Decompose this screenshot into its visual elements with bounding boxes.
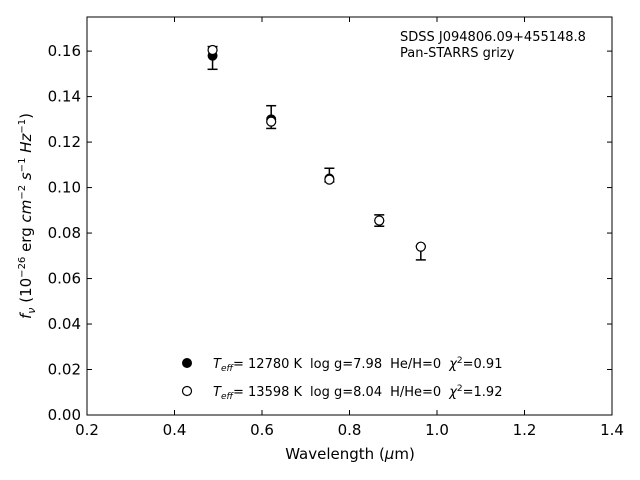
x-axis-title: Wavelength (μm) bbox=[285, 445, 415, 463]
h-model-point bbox=[374, 215, 385, 226]
y-tick-label: 0.12 bbox=[48, 133, 81, 151]
y-axis-title: fν (10−26 erg cm−2 s−1 Hz−1) bbox=[17, 113, 38, 319]
y-tick-label: 0.16 bbox=[48, 42, 81, 60]
series-he-model bbox=[207, 50, 426, 252]
legend-marker-filled bbox=[182, 358, 192, 368]
annotation-object-name: SDSS J094806.09+455148.8 bbox=[400, 30, 586, 45]
y-tick-label: 0.06 bbox=[48, 270, 81, 288]
y-tick-label: 0.00 bbox=[48, 406, 81, 424]
x-tick-label: 1.0 bbox=[425, 421, 449, 439]
y-axis-ticks: 0.00 0.02 0.04 0.06 0.08 0.10 0.12 0.14 0.16 bbox=[48, 42, 612, 424]
annotation-survey: Pan-STARRS grizy bbox=[400, 46, 515, 61]
x-tick-label: 1.2 bbox=[513, 421, 537, 439]
x-tick-label: 0.2 bbox=[75, 421, 99, 439]
y-tick-label: 0.10 bbox=[48, 179, 81, 197]
y-tick-label: 0.02 bbox=[48, 361, 81, 379]
x-tick-label: 0.8 bbox=[338, 421, 362, 439]
y-tick-label: 0.14 bbox=[48, 88, 81, 106]
h-model-point bbox=[415, 241, 426, 252]
y-tick-label: 0.04 bbox=[48, 315, 81, 333]
series-h-model bbox=[207, 44, 426, 252]
h-model-point bbox=[207, 44, 218, 56]
h-model-point bbox=[324, 174, 335, 185]
plot-frame bbox=[86, 16, 613, 416]
x-tick-label: 0.4 bbox=[163, 421, 187, 439]
h-model-point bbox=[266, 116, 277, 127]
x-axis-ticks: 0.2 0.4 0.6 0.8 1.0 1.2 1.4 bbox=[75, 17, 624, 439]
x-tick-label: 1.4 bbox=[600, 421, 624, 439]
legend-marker-open bbox=[181, 385, 193, 397]
y-tick-label: 0.08 bbox=[48, 224, 81, 242]
observed-error-bars bbox=[207, 45, 426, 261]
x-tick-label: 0.6 bbox=[250, 421, 274, 439]
